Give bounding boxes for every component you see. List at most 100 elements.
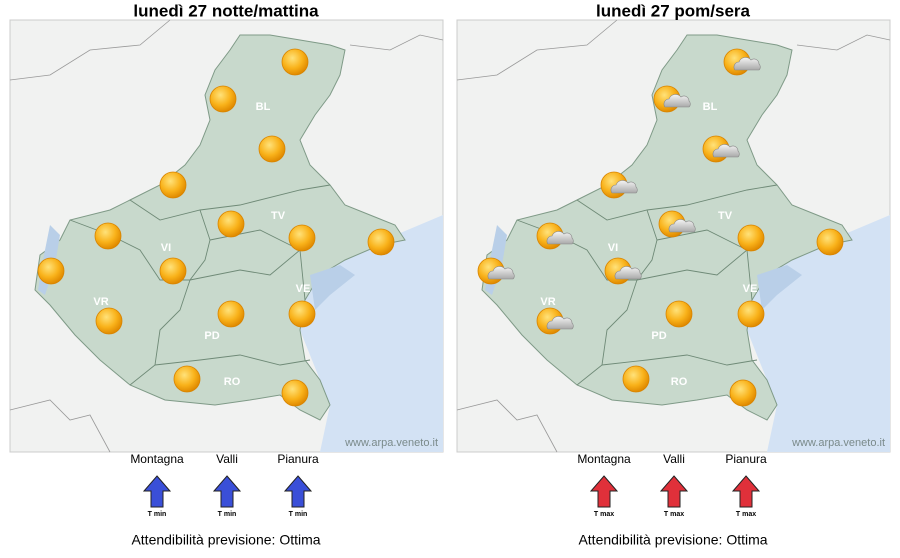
sun-cloud-icon bbox=[600, 171, 638, 199]
sun bbox=[37, 257, 65, 285]
sun bbox=[94, 222, 122, 250]
lagoon bbox=[757, 265, 802, 310]
cloud bbox=[546, 316, 574, 330]
trend-arrow bbox=[142, 475, 172, 508]
sun-icon bbox=[665, 300, 693, 328]
sun bbox=[217, 210, 245, 238]
sun-cloud-icon bbox=[658, 210, 696, 238]
trend-arrow bbox=[212, 475, 242, 508]
sun bbox=[665, 300, 693, 328]
province-label: TV bbox=[271, 210, 286, 222]
sun-cloud-icon bbox=[702, 135, 740, 163]
indicator-sub: T max bbox=[736, 511, 756, 518]
reliability: Attendibilità previsione: Ottima bbox=[131, 532, 320, 548]
sun bbox=[217, 300, 245, 328]
trend-arrow bbox=[659, 475, 689, 508]
cloud bbox=[668, 219, 696, 233]
indicator-sub: T max bbox=[594, 511, 614, 518]
sun-cloud-icon bbox=[723, 48, 761, 76]
province-border bbox=[601, 354, 758, 366]
country-border bbox=[349, 34, 444, 51]
indicator-sub: T min bbox=[289, 511, 308, 518]
province-border bbox=[576, 209, 658, 386]
sun-icon bbox=[217, 210, 245, 238]
sun bbox=[622, 365, 650, 393]
province-border bbox=[576, 184, 778, 221]
country-border bbox=[456, 399, 558, 453]
province-label: BL bbox=[256, 101, 271, 113]
reliability: Attendibilità previsione: Ottima bbox=[578, 532, 767, 548]
indicator-label: Pianura bbox=[725, 452, 767, 466]
province-border bbox=[636, 249, 748, 281]
watermark: www.arpa.veneto.it bbox=[791, 437, 885, 449]
indicator-label: Montagna bbox=[577, 452, 631, 466]
sun-icon bbox=[816, 228, 844, 256]
country-border bbox=[456, 19, 618, 81]
sun-icon bbox=[258, 135, 286, 163]
sun-icon bbox=[173, 365, 201, 393]
trend-arrow bbox=[589, 475, 619, 508]
province-border bbox=[129, 184, 331, 221]
cloud bbox=[546, 231, 574, 245]
cloud bbox=[610, 180, 638, 194]
cloud bbox=[614, 266, 642, 280]
country-border bbox=[9, 399, 111, 453]
sun bbox=[95, 307, 123, 335]
province-label: VE bbox=[296, 283, 311, 295]
province-label: VR bbox=[93, 296, 108, 308]
province-label: RO bbox=[224, 376, 241, 388]
country-border bbox=[9, 19, 171, 81]
sun-icon bbox=[288, 224, 316, 252]
sun bbox=[288, 300, 316, 328]
indicator-sub: T max bbox=[664, 511, 684, 518]
sun-icon bbox=[622, 365, 650, 393]
sun-cloud-icon bbox=[536, 222, 574, 250]
sun-icon bbox=[737, 300, 765, 328]
indicator-sub: T min bbox=[218, 511, 237, 518]
sun bbox=[159, 171, 187, 199]
sun bbox=[258, 135, 286, 163]
province-label: RO bbox=[671, 376, 688, 388]
sun-cloud-icon bbox=[653, 85, 691, 113]
province-label: PD bbox=[651, 330, 666, 342]
indicator-label: Valli bbox=[663, 452, 685, 466]
sun bbox=[367, 228, 395, 256]
sun-icon bbox=[729, 379, 757, 407]
panel-title: lunedì 27 pom/sera bbox=[596, 1, 751, 20]
province-border bbox=[656, 229, 753, 301]
cloud bbox=[712, 144, 740, 158]
indicator-label: Pianura bbox=[277, 452, 319, 466]
sun-cloud-icon bbox=[604, 257, 642, 285]
cloud bbox=[733, 57, 761, 71]
trend-arrow bbox=[731, 475, 761, 508]
panel: BL TV VI VR PD VE RO www.arpa.veneto.it bbox=[9, 19, 444, 453]
indicator-sub: T min bbox=[148, 511, 167, 518]
sun bbox=[281, 379, 309, 407]
sun bbox=[159, 257, 187, 285]
province-label: BL bbox=[703, 101, 718, 113]
sun-icon bbox=[159, 171, 187, 199]
lagoon bbox=[310, 265, 355, 310]
sun-icon bbox=[281, 379, 309, 407]
sun-icon bbox=[95, 307, 123, 335]
province-border bbox=[129, 209, 211, 386]
sun-icon bbox=[159, 257, 187, 285]
province-label: VE bbox=[743, 283, 758, 295]
sun bbox=[281, 48, 309, 76]
trend-arrow bbox=[283, 475, 313, 508]
watermark: www.arpa.veneto.it bbox=[344, 437, 438, 449]
province-label: VI bbox=[161, 242, 171, 254]
panel: BL TV VI VR PD VE RO www.arpa.veneto.it bbox=[456, 19, 891, 453]
sun bbox=[737, 224, 765, 252]
province-label: TV bbox=[718, 210, 733, 222]
sun bbox=[209, 85, 237, 113]
province-label: VR bbox=[540, 296, 555, 308]
sun-icon bbox=[737, 224, 765, 252]
panel-title: lunedì 27 notte/mattina bbox=[133, 1, 319, 20]
province-border bbox=[189, 249, 301, 281]
province-label: PD bbox=[204, 330, 219, 342]
indicator-label: Valli bbox=[216, 452, 238, 466]
sun-cloud-icon bbox=[536, 307, 574, 335]
sun bbox=[737, 300, 765, 328]
cloud bbox=[487, 266, 515, 280]
